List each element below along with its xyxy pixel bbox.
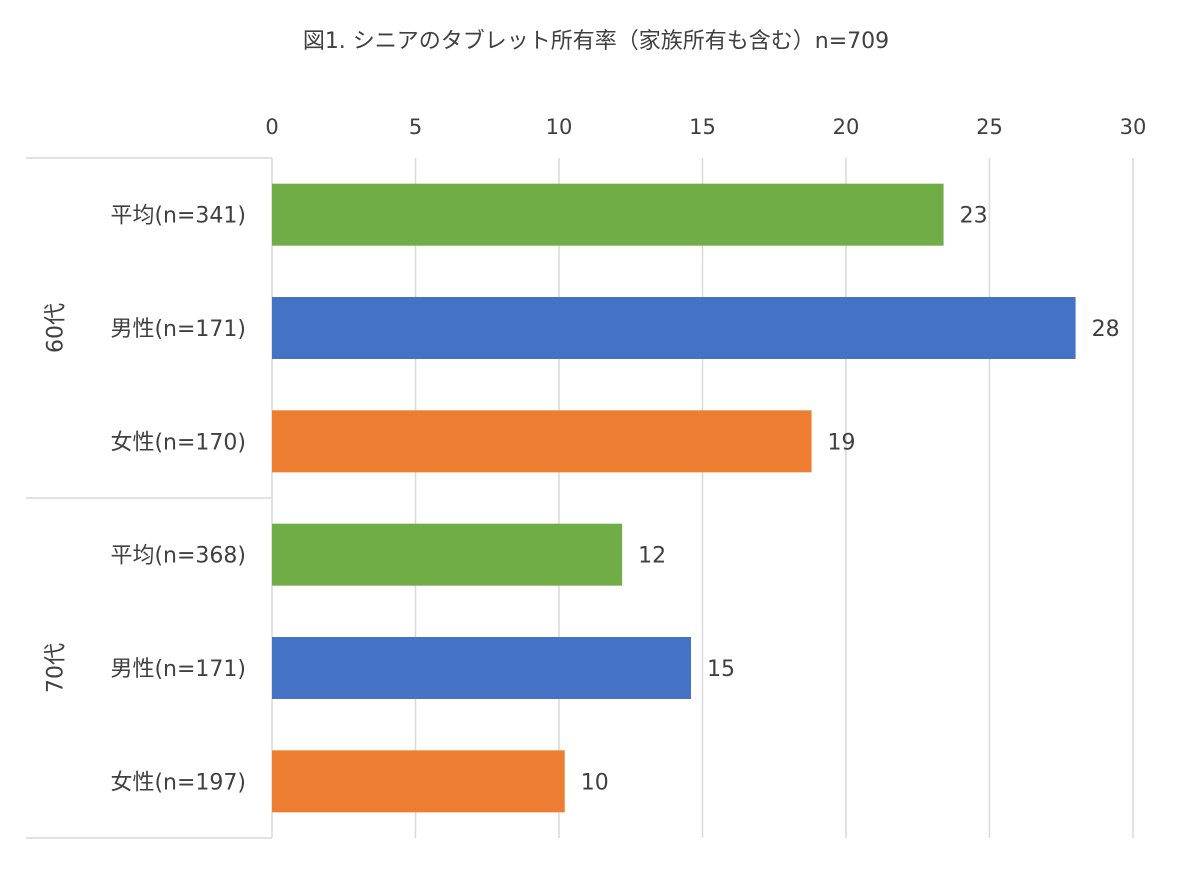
bar <box>272 183 944 246</box>
bar <box>272 750 565 813</box>
bar <box>272 637 692 699</box>
category-label: 男性(n=171) <box>110 317 246 342</box>
bars <box>272 183 1076 813</box>
data-label: 15 <box>707 657 735 682</box>
x-tick-label: 15 <box>689 115 716 139</box>
bar <box>272 297 1076 359</box>
data-label: 12 <box>638 544 666 569</box>
category-label: 平均(n=368) <box>110 544 246 569</box>
category-label: 女性(n=170) <box>110 430 246 455</box>
category-axis-frame <box>26 157 273 839</box>
x-tick-label: 5 <box>409 115 422 139</box>
data-labels: 23 28 19 12 15 10 <box>581 204 1120 796</box>
category-label: 女性(n=197) <box>110 770 246 795</box>
group-labels: 60代 70代 <box>44 303 69 693</box>
bar <box>272 523 623 586</box>
data-label: 23 <box>960 204 988 229</box>
x-tick-label: 0 <box>265 115 278 139</box>
category-labels: 平均(n=341) 男性(n=171) 女性(n=170) 平均(n=368) 男性(n… <box>110 204 246 796</box>
x-tick-label: 25 <box>976 115 1003 139</box>
gridlines <box>414 158 1134 838</box>
category-label: 男性(n=171) <box>110 657 246 682</box>
bar <box>272 410 812 473</box>
data-label: 10 <box>581 770 609 795</box>
x-tick-label: 20 <box>833 115 860 139</box>
data-label: 28 <box>1092 317 1120 342</box>
x-tick-label: 30 <box>1120 115 1147 139</box>
data-label: 19 <box>828 430 856 455</box>
chart-title: 図1. シニアのタブレット所有率（家族所有も含む）n=709 <box>303 29 889 54</box>
group-label: 60代 <box>44 303 69 353</box>
category-label: 平均(n=341) <box>110 204 246 229</box>
x-tick-label: 10 <box>546 115 573 139</box>
x-axis-ticks: 0 5 10 15 20 25 30 <box>265 115 1146 139</box>
group-label: 70代 <box>44 643 69 693</box>
